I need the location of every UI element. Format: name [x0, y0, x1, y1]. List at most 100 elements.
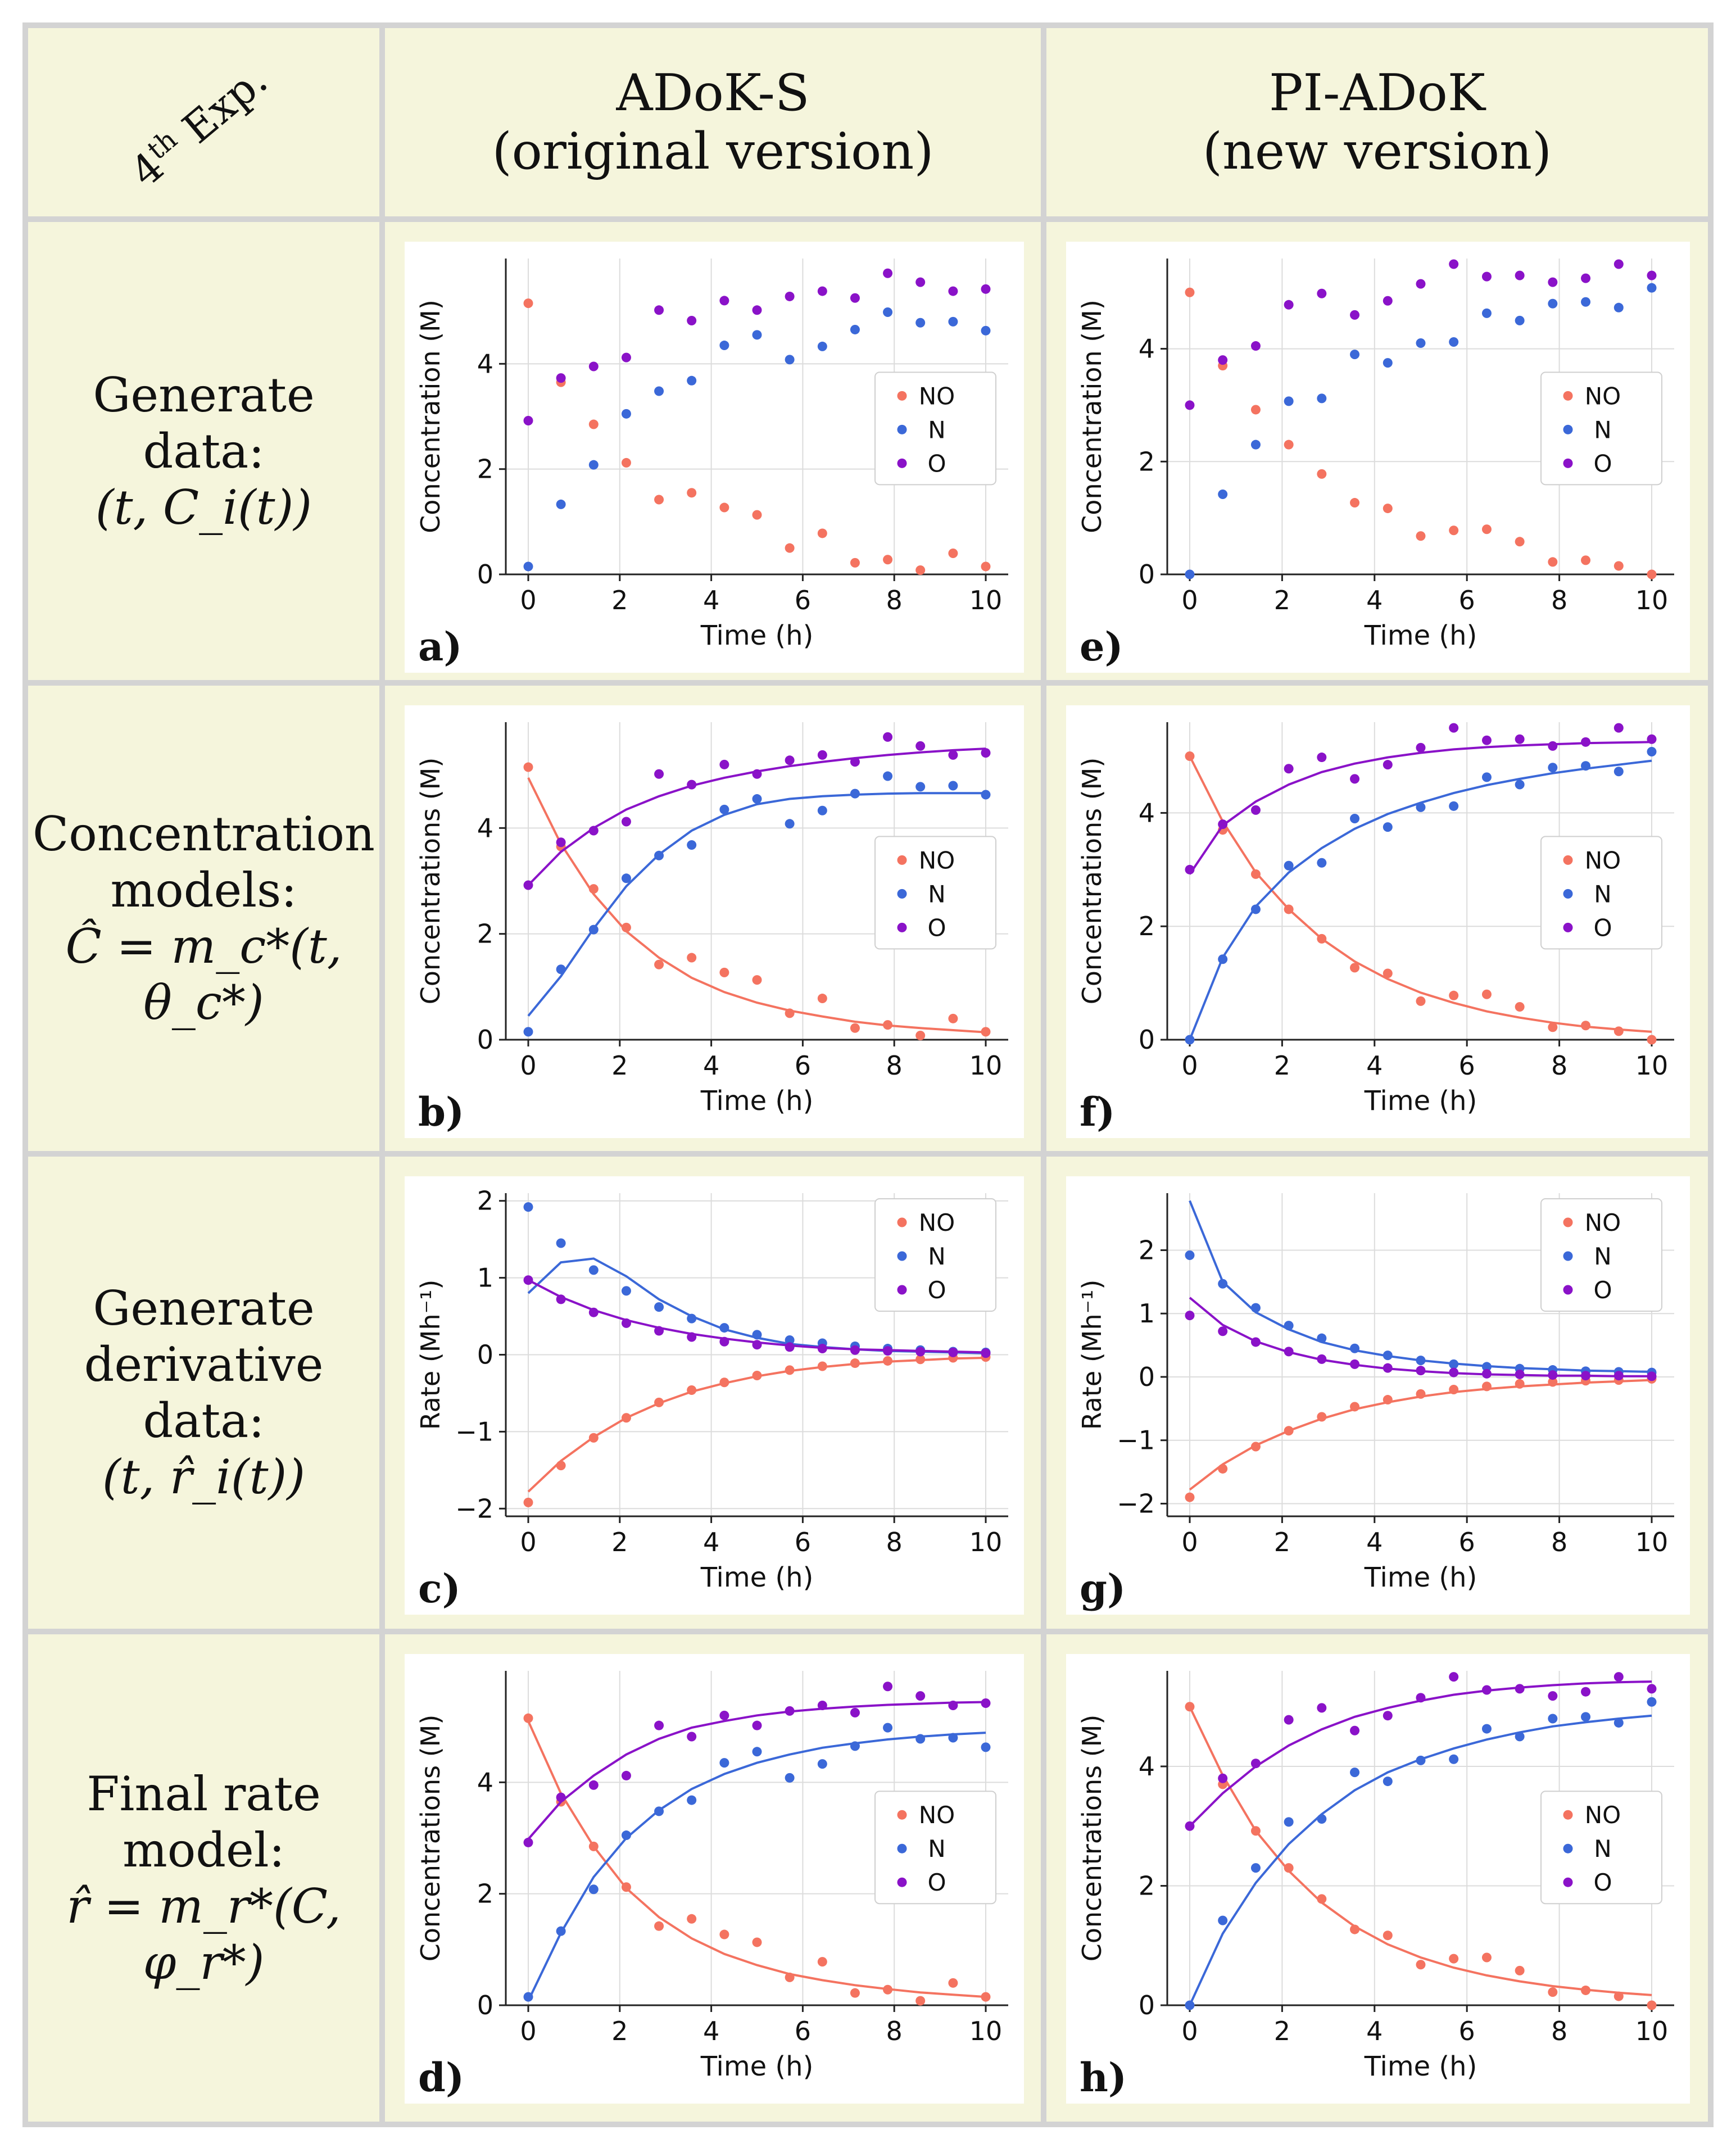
data-point-o [817, 1700, 827, 1710]
data-point-o [687, 780, 697, 790]
x-tick-label: 8 [886, 585, 903, 615]
data-point-no [948, 1978, 958, 1988]
data-point-no [654, 1921, 664, 1931]
data-point-n [948, 316, 958, 327]
legend-marker-o [1563, 458, 1573, 468]
data-point-n [1613, 767, 1624, 777]
data-point-n [752, 330, 762, 340]
data-point-no [1613, 561, 1624, 571]
data-point-o [1185, 1311, 1195, 1321]
data-point-no [1581, 1021, 1591, 1031]
data-point-no [588, 419, 599, 429]
y-tick-label: −2 [1117, 1488, 1155, 1519]
data-point-no [785, 1008, 795, 1018]
data-point-o [1250, 1759, 1261, 1769]
data-point-n [1548, 298, 1558, 309]
x-axis-label: Time (h) [700, 2051, 814, 2082]
data-point-n [915, 782, 926, 792]
data-point-n [1250, 439, 1261, 450]
row-label-formula: (t, r̂_i(t)) [102, 1449, 306, 1504]
data-point-no [1416, 531, 1426, 541]
data-point-no [1515, 1002, 1525, 1012]
legend-box [1540, 371, 1662, 486]
x-tick-label: 2 [611, 2016, 628, 2046]
data-point-o [1449, 1367, 1459, 1377]
data-point-o [621, 1318, 631, 1328]
panel-letter: h) [1080, 2054, 1127, 2101]
legend-label-o: O [1593, 1869, 1612, 1896]
fit-line-o [1189, 741, 1652, 875]
data-point-n [1481, 1362, 1492, 1372]
legend-label-o: O [927, 914, 946, 941]
data-point-o [1548, 741, 1558, 751]
data-point-o [523, 1837, 533, 1847]
data-point-o [621, 1770, 631, 1780]
data-point-n [1647, 746, 1657, 756]
x-tick-label: 2 [1274, 1050, 1290, 1081]
data-point-n [915, 1734, 926, 1744]
x-tick-label: 6 [1459, 2016, 1475, 2046]
data-point-o [752, 305, 762, 315]
legend-marker-n [897, 424, 907, 434]
data-point-no [1548, 1377, 1558, 1387]
x-tick-label: 6 [795, 1527, 811, 1557]
data-point-n [1383, 1351, 1393, 1361]
y-tick-label: 0 [1139, 559, 1155, 590]
data-point-o [1515, 1369, 1525, 1379]
panel-letter: b) [418, 1089, 464, 1135]
data-point-n [1350, 1343, 1360, 1353]
x-axis-label: Time (h) [700, 1085, 814, 1117]
data-point-o [1581, 273, 1591, 283]
data-point-o [1416, 742, 1426, 753]
data-point-n [588, 460, 599, 470]
x-tick-label: 4 [1366, 2016, 1383, 2046]
data-point-no [1250, 1826, 1261, 1836]
data-point-o [1481, 735, 1492, 745]
data-point-n [621, 1286, 631, 1296]
data-point-o [654, 305, 664, 315]
data-point-n [1449, 801, 1459, 811]
column-title: PI-ADoK [1268, 63, 1486, 123]
y-tick-label: 4 [1139, 797, 1155, 828]
data-point-no [654, 1397, 664, 1407]
legend-marker-no [897, 855, 907, 865]
x-tick-label: 6 [1459, 1050, 1475, 1081]
legend-marker-o [1563, 922, 1573, 932]
y-tick-label: 4 [1139, 1751, 1155, 1782]
data-point-o [850, 1345, 860, 1355]
data-point-o [1581, 1687, 1591, 1697]
data-point-no [654, 495, 664, 505]
data-point-o [1218, 1773, 1228, 1783]
data-point-no [1383, 1395, 1393, 1405]
data-point-no [1449, 1385, 1459, 1395]
legend-label-n: N [1594, 1835, 1611, 1862]
data-point-n [621, 873, 631, 883]
data-point-no [1284, 1863, 1294, 1873]
data-point-n [1449, 1359, 1459, 1369]
x-tick-label: 10 [969, 585, 1003, 615]
x-tick-label: 6 [795, 2016, 811, 2046]
data-point-o [915, 1347, 926, 1357]
y-tick-label: 2 [1139, 911, 1155, 941]
data-point-no [1449, 990, 1459, 1000]
data-point-o [1647, 270, 1657, 280]
data-point-n [1284, 860, 1294, 871]
data-point-no [687, 953, 697, 963]
data-point-n [719, 1323, 729, 1333]
data-point-n [654, 1806, 664, 1816]
legend-label-no: NO [1585, 846, 1621, 874]
legend-marker-o [897, 1285, 907, 1295]
legend-marker-no [1563, 855, 1573, 865]
data-point-no [1647, 1035, 1657, 1045]
data-point-n [785, 819, 795, 829]
y-tick-label: 0 [1139, 1025, 1155, 1055]
data-point-no [817, 1361, 827, 1371]
legend-label-n: N [928, 1835, 945, 1862]
x-tick-label: 2 [1274, 2016, 1290, 2046]
data-point-n [1284, 396, 1294, 406]
data-point-n [1383, 358, 1393, 368]
data-point-no [1613, 1026, 1624, 1036]
data-point-n [1284, 1817, 1294, 1827]
